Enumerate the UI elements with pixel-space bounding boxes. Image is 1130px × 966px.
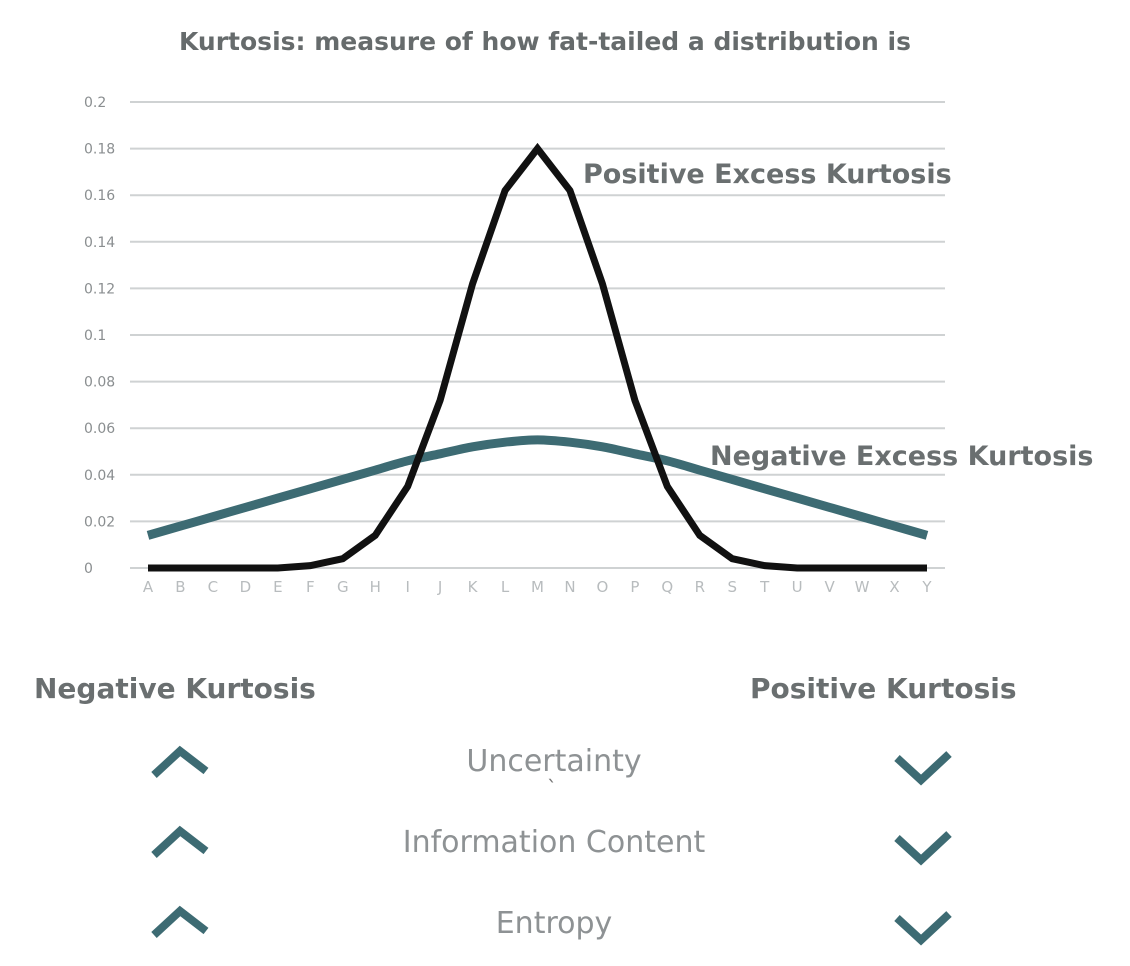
y-tick-label: 0.04 — [84, 468, 115, 484]
down-arrow-icon — [894, 911, 952, 946]
stray-mark: ` — [547, 776, 557, 800]
y-tick-label: 0 — [84, 561, 93, 577]
x-tick-label: Y — [921, 578, 932, 596]
x-tick-label: H — [370, 578, 381, 596]
x-tick-label: Q — [661, 578, 673, 596]
series-label-negative: Negative Excess Kurtosis — [710, 441, 1093, 472]
series-lines — [146, 142, 929, 572]
x-tick-label: R — [695, 578, 705, 596]
x-tick-label: T — [759, 578, 770, 596]
y-tick-label: 0.14 — [84, 235, 115, 251]
y-axis-ticks: 0 0.02 0.04 0.06 0.08 0.1 0.12 0.14 0.16 0.18 0.2 — [84, 95, 115, 577]
heading-positive-kurtosis: Positive Kurtosis — [750, 672, 1017, 705]
x-tick-label: S — [727, 578, 737, 596]
kurtosis-chart: Kurtosis: measure of how fat-tailed a di… — [84, 27, 1093, 596]
gridlines — [130, 101, 945, 569]
x-tick-label: D — [240, 578, 252, 596]
chart-title: Kurtosis: measure of how fat-tailed a di… — [179, 27, 911, 56]
heading-negative-kurtosis: Negative Kurtosis — [34, 672, 316, 705]
row-label-information-content: Information Content — [402, 825, 706, 860]
x-tick-label: N — [564, 578, 575, 596]
x-axis-ticks: A B C D E F G H I J K L M N O P Q R S T U V W X Y — [143, 578, 933, 596]
x-tick-label: L — [501, 578, 510, 596]
x-tick-label: I — [405, 578, 409, 596]
x-tick-label: K — [468, 578, 479, 596]
y-tick-label: 0.02 — [84, 514, 115, 530]
series-label-positive: Positive Excess Kurtosis — [583, 159, 952, 190]
up-arrow-icon — [151, 905, 209, 938]
x-tick-label: W — [855, 578, 870, 596]
down-arrow-icon — [894, 751, 952, 786]
y-tick-label: 0.08 — [84, 375, 115, 391]
x-tick-label: F — [306, 578, 315, 596]
x-tick-label: A — [143, 578, 154, 596]
y-tick-label: 0.2 — [84, 95, 106, 111]
x-tick-label: E — [273, 578, 282, 596]
x-tick-label: B — [175, 578, 185, 596]
x-tick-label: G — [337, 578, 349, 596]
series-line-negative-excess-kurtosis — [146, 435, 929, 540]
up-arrow-icon — [151, 825, 209, 858]
row-label-entropy: Entropy — [495, 906, 613, 941]
series-line-positive-excess-kurtosis — [148, 142, 927, 572]
x-tick-label: C — [208, 578, 218, 596]
x-tick-label: J — [437, 578, 442, 596]
x-tick-label: V — [824, 578, 835, 596]
x-tick-label: X — [889, 578, 899, 596]
y-tick-label: 0.06 — [84, 421, 115, 437]
y-tick-label: 0.12 — [84, 281, 115, 297]
x-tick-label: O — [597, 578, 609, 596]
y-tick-label: 0.1 — [84, 328, 106, 344]
y-tick-label: 0.16 — [84, 188, 115, 204]
x-tick-label: U — [792, 578, 803, 596]
x-tick-label: P — [630, 578, 639, 596]
x-tick-label: M — [531, 578, 544, 596]
up-arrow-icon — [151, 745, 209, 778]
row-label-uncertainty: Uncertainty — [466, 744, 642, 779]
y-tick-label: 0.18 — [84, 142, 115, 158]
down-arrow-icon — [894, 831, 952, 866]
